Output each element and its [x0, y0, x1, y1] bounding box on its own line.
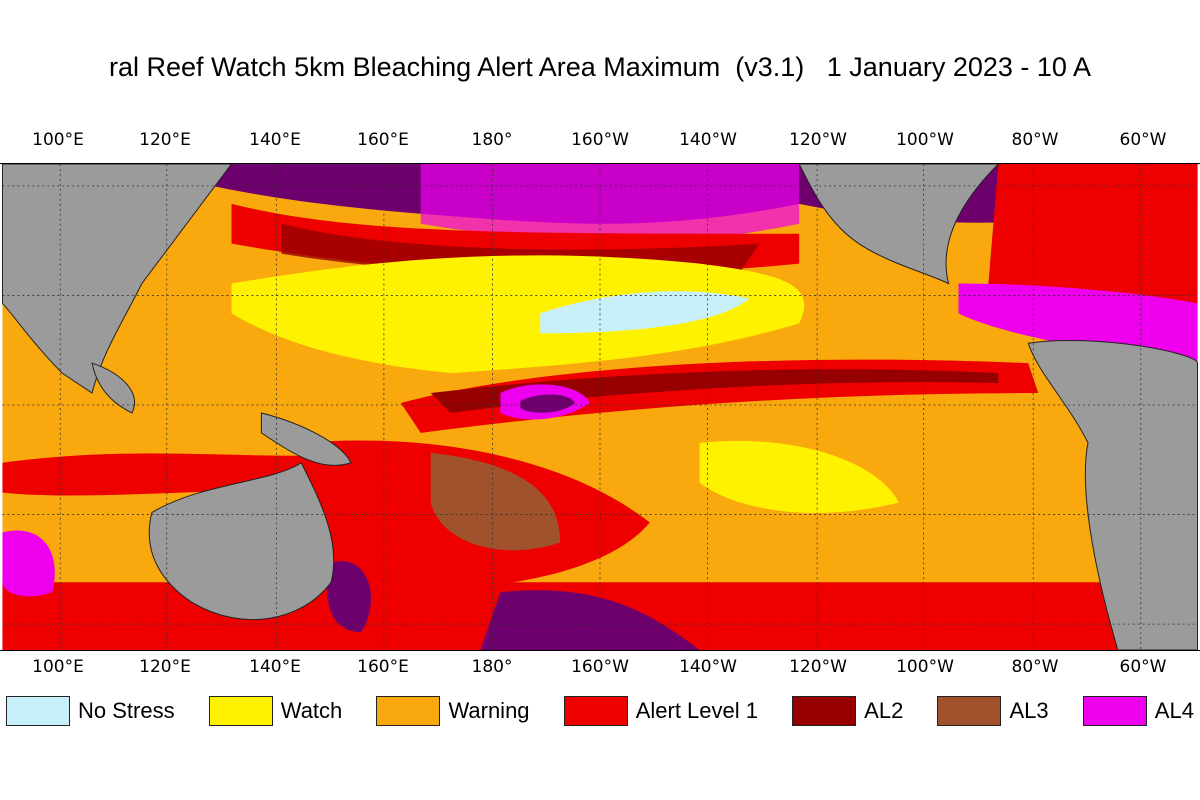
longitude-tick-label: 160°W — [571, 130, 629, 150]
longitude-tick-label: 140°W — [679, 130, 737, 150]
bleaching-alert-map — [0, 163, 1200, 651]
graticule — [2, 164, 1198, 650]
legend-swatch — [937, 696, 1002, 726]
legend-item: AL3 — [937, 696, 1049, 726]
legend-swatch — [792, 696, 857, 726]
land-north-america — [798, 164, 1000, 285]
longitude-axis-top: 100°E 120°E 140°E 160°E 180° 160°W 140°W 120°W 1… — [0, 130, 1200, 154]
land-borneo — [91, 362, 135, 414]
legend-swatch — [1082, 696, 1147, 726]
legend-label: Alert Level 1 — [635, 698, 758, 723]
longitude-tick-label: 140°E — [249, 130, 301, 150]
legend-item: AL2 — [792, 696, 903, 726]
legend-swatch — [6, 696, 70, 726]
al2-band-equator — [430, 369, 999, 413]
longitude-tick-label: 80°W — [1011, 130, 1059, 150]
al3-region-south — [430, 452, 561, 551]
longitude-tick-label: 120°E — [139, 657, 191, 677]
longitude-tick-label: 180° — [471, 130, 513, 150]
land-asia — [1, 164, 233, 394]
legend-label: AL2 — [864, 698, 904, 723]
legend-label: Watch — [280, 698, 343, 723]
legend-label: Warning — [448, 698, 530, 723]
legend-item: No Stress — [6, 696, 175, 726]
longitude-tick-label: 160°W — [571, 657, 629, 677]
map-canvas — [1, 164, 1199, 650]
longitude-tick-label: 100°W — [896, 657, 954, 677]
legend-item: Watch — [208, 696, 343, 726]
al5-patch-equator — [520, 394, 576, 413]
longitude-tick-label: 100°E — [32, 657, 84, 677]
longitude-tick-label: 160°E — [357, 657, 409, 677]
al4-region-sw — [2, 530, 55, 597]
legend-swatch — [563, 696, 628, 726]
longitude-tick-label: 100°E — [32, 130, 84, 150]
longitude-tick-label: 140°W — [679, 657, 737, 677]
longitude-tick-label: 140°E — [249, 657, 301, 677]
legend-label: No Stress — [78, 698, 175, 723]
watch-region-south — [699, 440, 899, 513]
legend-item: AL4 — [1082, 696, 1194, 726]
legend-label: AL3 — [1009, 698, 1049, 723]
longitude-tick-label: 180° — [471, 657, 513, 677]
legend-label: AL4 — [1154, 698, 1194, 723]
longitude-axis-bottom: 100°E 120°E 140°E 160°E 180° 160°W 140°W 120°W 1… — [0, 657, 1200, 681]
al4-region-caribbean — [958, 283, 1198, 364]
land-australia — [148, 462, 335, 621]
al5-region-tasman — [327, 561, 371, 633]
longitude-tick-label: 120°E — [139, 130, 191, 150]
al5-region-south — [480, 590, 700, 650]
land-new-guinea — [260, 412, 352, 466]
legend-item: Warning — [376, 696, 530, 726]
land-south-america — [1027, 340, 1199, 650]
legend: No Stress Watch Warning Alert Level 1 AL2 AL3… — [0, 696, 1200, 726]
longitude-tick-label: 80°W — [1011, 657, 1059, 677]
longitude-tick-label: 120°W — [789, 130, 847, 150]
longitude-tick-label: 60°W — [1119, 130, 1167, 150]
longitude-tick-label: 160°E — [357, 130, 409, 150]
watch-region-north — [231, 255, 805, 374]
landmass-group — [1, 164, 1199, 650]
legend-swatch — [208, 696, 273, 726]
legend-item: Alert Level 1 — [563, 696, 758, 726]
longitude-tick-label: 120°W — [789, 657, 847, 677]
longitude-tick-label: 60°W — [1119, 657, 1167, 677]
no-stress-region — [540, 291, 750, 334]
map-title: ral Reef Watch 5km Bleaching Alert Area … — [109, 52, 1091, 82]
legend-swatch — [376, 696, 441, 726]
longitude-tick-label: 100°W — [896, 130, 954, 150]
al4-region-north — [420, 164, 800, 243]
